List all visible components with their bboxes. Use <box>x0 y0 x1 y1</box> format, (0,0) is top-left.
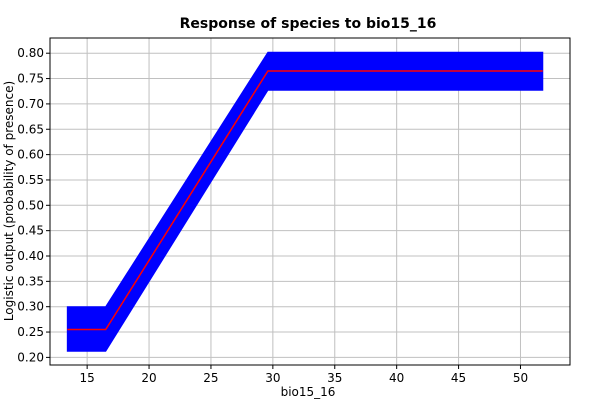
y-tick-label: 0.65 <box>17 122 44 136</box>
y-tick-label: 0.55 <box>17 173 44 187</box>
y-tick-label: 0.45 <box>17 224 44 238</box>
band-layer <box>66 51 544 352</box>
confidence-band <box>66 51 544 352</box>
x-tick-label: 40 <box>389 371 404 385</box>
x-tick-label: 15 <box>80 371 95 385</box>
y-tick-label: 0.80 <box>17 46 44 60</box>
y-tick-label: 0.30 <box>17 300 44 314</box>
chart-title: Response of species to bio15_16 <box>180 16 437 32</box>
x-axis-label: bio15_16 <box>281 385 336 399</box>
y-tick-label: 0.40 <box>17 249 44 263</box>
mean-response-line <box>67 70 543 331</box>
y-tick-label: 0.25 <box>17 325 44 339</box>
x-tick-label: 30 <box>265 371 280 385</box>
x-tick-label: 25 <box>203 371 218 385</box>
x-axis-ticks: 15 20 25 30 35 40 45 50 <box>80 365 528 385</box>
x-tick-label: 35 <box>327 371 342 385</box>
y-tick-label: 0.35 <box>17 274 44 288</box>
y-tick-label: 0.70 <box>17 97 44 111</box>
y-tick-label: 0.75 <box>17 72 44 86</box>
x-tick-label: 20 <box>141 371 156 385</box>
y-axis-label: Logistic output (probability of presence… <box>2 81 16 321</box>
mean-line-layer <box>67 70 543 331</box>
y-tick-label: 0.50 <box>17 198 44 212</box>
x-tick-label: 45 <box>451 371 466 385</box>
y-axis-ticks: 0.20 0.25 0.30 0.35 0.40 0.45 0.50 0.55 0.60 0.65… <box>17 46 50 364</box>
y-tick-label: 0.60 <box>17 148 44 162</box>
y-tick-label: 0.20 <box>17 350 44 364</box>
plot-frame <box>49 37 571 366</box>
x-tick-label: 50 <box>513 371 528 385</box>
